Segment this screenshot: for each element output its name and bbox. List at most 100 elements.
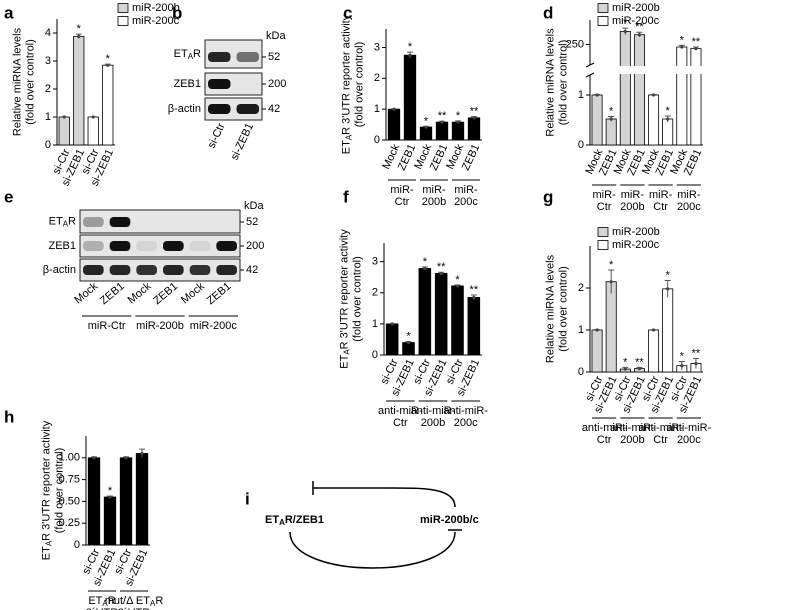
- significance: **: [635, 21, 644, 33]
- group-label: anti-miR-: [610, 422, 655, 434]
- y-tick-label: 2: [372, 287, 378, 299]
- bar: [403, 54, 417, 141]
- legend-swatch: [117, 16, 129, 26]
- group-label-part: mut/Δ ET: [105, 595, 151, 607]
- group-label: 3´UTR: [118, 607, 150, 610]
- axis-break: [585, 72, 595, 78]
- group-label: miR-: [677, 189, 701, 201]
- data-point: [666, 117, 670, 121]
- y-axis-label-line: Relative miRNA levels: [544, 254, 556, 363]
- blot-row-label-part: ET: [49, 215, 63, 227]
- data-point: [666, 287, 670, 291]
- y-axis-label-line-part: ET: [340, 140, 352, 154]
- y-tick-label: 2: [45, 83, 51, 95]
- data-point: [140, 451, 144, 456]
- blot-band: [236, 52, 259, 62]
- bar: [119, 457, 133, 546]
- y-axis-label-line-part: R 3'UTR reporter activity: [340, 14, 352, 135]
- bar: [135, 453, 149, 546]
- group-label: anti-miR-: [582, 422, 627, 434]
- data-point: [439, 271, 443, 276]
- significance: *: [408, 41, 413, 53]
- y-axis-label-line-part: ET: [40, 546, 52, 560]
- y-tick-label: 1: [578, 89, 584, 101]
- significance: *: [455, 274, 460, 286]
- blot-row-label: ZEB1: [173, 78, 201, 90]
- y-axis-label-line: (fold over control): [557, 40, 569, 126]
- lane-label: Mock: [72, 280, 100, 306]
- y-axis-label-line-part: A: [345, 134, 354, 140]
- marker-label: 42: [268, 103, 280, 115]
- y-axis-label-line: ETAR 3'UTR reporter activity: [40, 420, 53, 560]
- blot-band: [208, 79, 231, 89]
- data-point: [108, 495, 112, 499]
- bar: [648, 94, 660, 146]
- y-axis-label: Relative miRNA levels (fold over control): [11, 27, 36, 136]
- significance: **: [692, 36, 701, 48]
- blot-strip: [79, 234, 241, 258]
- significance: *: [106, 53, 111, 65]
- significance: *: [666, 105, 671, 117]
- bar: [87, 116, 99, 146]
- y-axis-label-line: (fold over control): [53, 448, 65, 534]
- group-label: 3´UTR: [86, 607, 118, 610]
- y-axis-label: Relative miRNA levels (fold over control): [544, 254, 569, 363]
- significance: **: [470, 284, 479, 296]
- data-point: [623, 29, 627, 34]
- data-point: [424, 125, 428, 129]
- panel-label: e: [4, 187, 13, 206]
- blot-row-label: β-actin: [168, 103, 201, 115]
- data-point: [106, 63, 110, 67]
- blot-row-label-part: ET: [174, 48, 188, 60]
- panel-label: d: [543, 3, 553, 22]
- significance: *: [680, 34, 685, 46]
- bar: [103, 496, 117, 546]
- data-point: [637, 367, 642, 371]
- y-axis-label-line: (fold over control): [351, 256, 363, 342]
- data-point: [456, 120, 460, 124]
- node-label: ETAR/ZEB1: [265, 514, 324, 527]
- blot-band: [109, 265, 131, 275]
- blot-band: [216, 241, 237, 251]
- group-label: anti-miR-: [378, 405, 423, 417]
- significance: **: [438, 110, 447, 122]
- y-axis-label-line: Relative miRNA levels: [11, 27, 23, 136]
- marker-label: 42: [246, 264, 258, 276]
- blot-row-label-part: R: [193, 48, 201, 60]
- group-label: 200c: [677, 201, 701, 213]
- bar: [58, 116, 70, 146]
- bar: [102, 64, 114, 146]
- axis-gap: [633, 66, 646, 74]
- group-label: mut/Δ ETAR: [105, 595, 164, 608]
- data-point: [124, 456, 128, 460]
- group-label: 200b: [422, 196, 446, 208]
- y-tick-label: 0: [374, 134, 380, 146]
- blot-band: [109, 217, 131, 227]
- legend-swatch: [597, 3, 609, 13]
- marker-label: 52: [246, 216, 258, 228]
- legend-label: miR-200c: [612, 239, 660, 251]
- blot-row-label: β-actin: [43, 264, 76, 276]
- y-axis-label: Relative miRNA levels (fold over control): [544, 28, 569, 137]
- marker-label: 200: [246, 240, 264, 252]
- group-label: anti-miR-: [411, 405, 456, 417]
- significance: **: [437, 261, 446, 273]
- bar: [385, 323, 399, 356]
- y-axis-label-line: ETAR 3'UTR reporter activity: [340, 14, 353, 154]
- group-label: anti-miR-: [638, 422, 683, 434]
- data-point: [77, 34, 81, 38]
- node-label-part: ET: [265, 514, 279, 526]
- node-label-part: R/ZEB1: [285, 514, 324, 526]
- y-tick-label: 1.00: [59, 452, 80, 464]
- blot-band: [109, 241, 131, 251]
- significance: **: [692, 347, 701, 359]
- significance: *: [423, 256, 428, 268]
- data-point: [472, 295, 476, 300]
- bar: [605, 118, 617, 146]
- blot-band: [83, 265, 104, 275]
- data-point: [651, 93, 656, 97]
- group-label-part: A: [102, 599, 108, 608]
- data-point: [440, 120, 444, 124]
- bar: [467, 117, 481, 141]
